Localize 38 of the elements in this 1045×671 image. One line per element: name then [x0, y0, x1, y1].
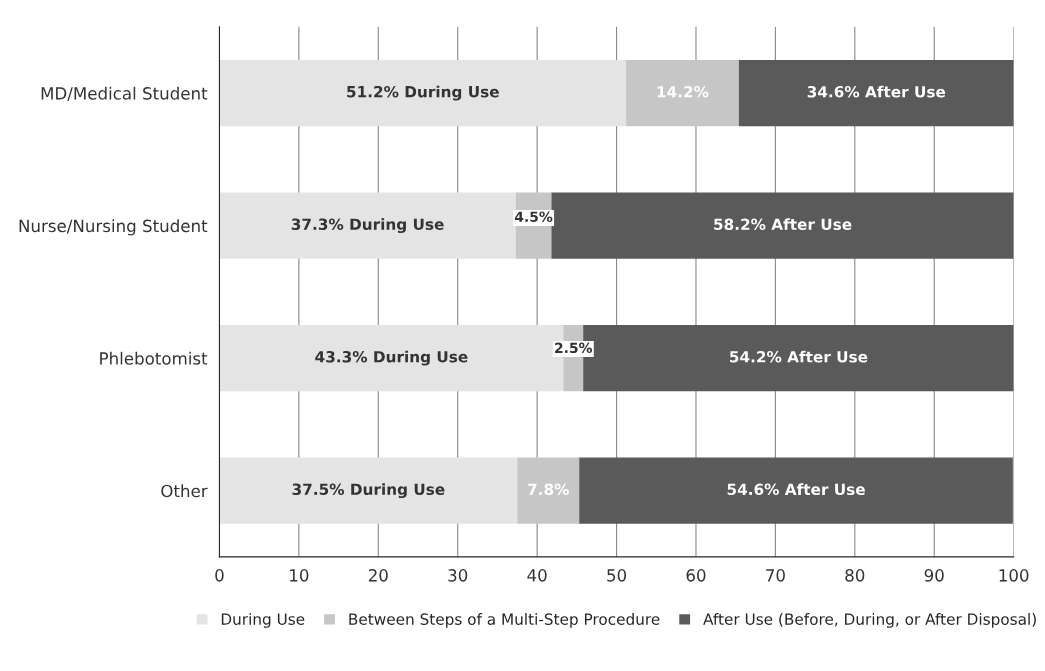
legend-label: During Use: [221, 613, 305, 628]
y-tick-label: Nurse/Nursing Student: [19, 219, 208, 236]
bar: [738, 59, 1014, 127]
data-label: 14.2%: [657, 85, 709, 98]
x-tick-label: 50: [607, 569, 627, 582]
y-tick-label: Phlebotomist: [100, 351, 208, 365]
x-tick-label: 80: [845, 569, 865, 582]
bar: [219, 457, 518, 524]
data-label: 34.6% After Use: [807, 85, 946, 98]
x-tick-label: 90: [924, 569, 944, 582]
x-tick-label: 0: [215, 569, 224, 582]
bar: [551, 192, 1014, 259]
x-tick-label: 30: [448, 569, 468, 582]
data-label: 43.3% During Use: [315, 350, 468, 366]
y-tick-label: Other: [161, 484, 208, 498]
data-label: 37.3% During Use: [291, 218, 444, 234]
data-label: 54.2% After Use: [730, 350, 868, 363]
data-label: 7.8%: [528, 483, 569, 496]
bar: [626, 59, 739, 127]
x-tick-label: 70: [766, 569, 785, 582]
x-tick-label: 60: [686, 569, 706, 582]
data-label: 51.2% During Use: [347, 85, 499, 101]
data-label: 58.2% After Use: [714, 218, 852, 231]
data-label: 2.5%: [555, 342, 593, 354]
bar: [219, 192, 516, 259]
x-tick-label: 20: [368, 569, 388, 582]
legend-label: Between Steps of a Multi-Step Procedure: [349, 613, 660, 628]
data-label: 54.6% After Use: [727, 483, 865, 496]
x-tick-label: 40: [527, 569, 547, 582]
legend-label: After Use (Before, During, or After Disposal): [703, 613, 1036, 628]
y-tick-label: MD/Medical Student: [41, 86, 208, 101]
x-tick-label: 100: [999, 569, 1029, 582]
x-tick-label: 10: [290, 569, 309, 582]
data-label: 4.5%: [514, 211, 553, 222]
bar: [579, 457, 1013, 524]
data-label: 37.5% During Use: [292, 483, 445, 499]
bar: [517, 457, 580, 524]
bar: [219, 59, 627, 127]
